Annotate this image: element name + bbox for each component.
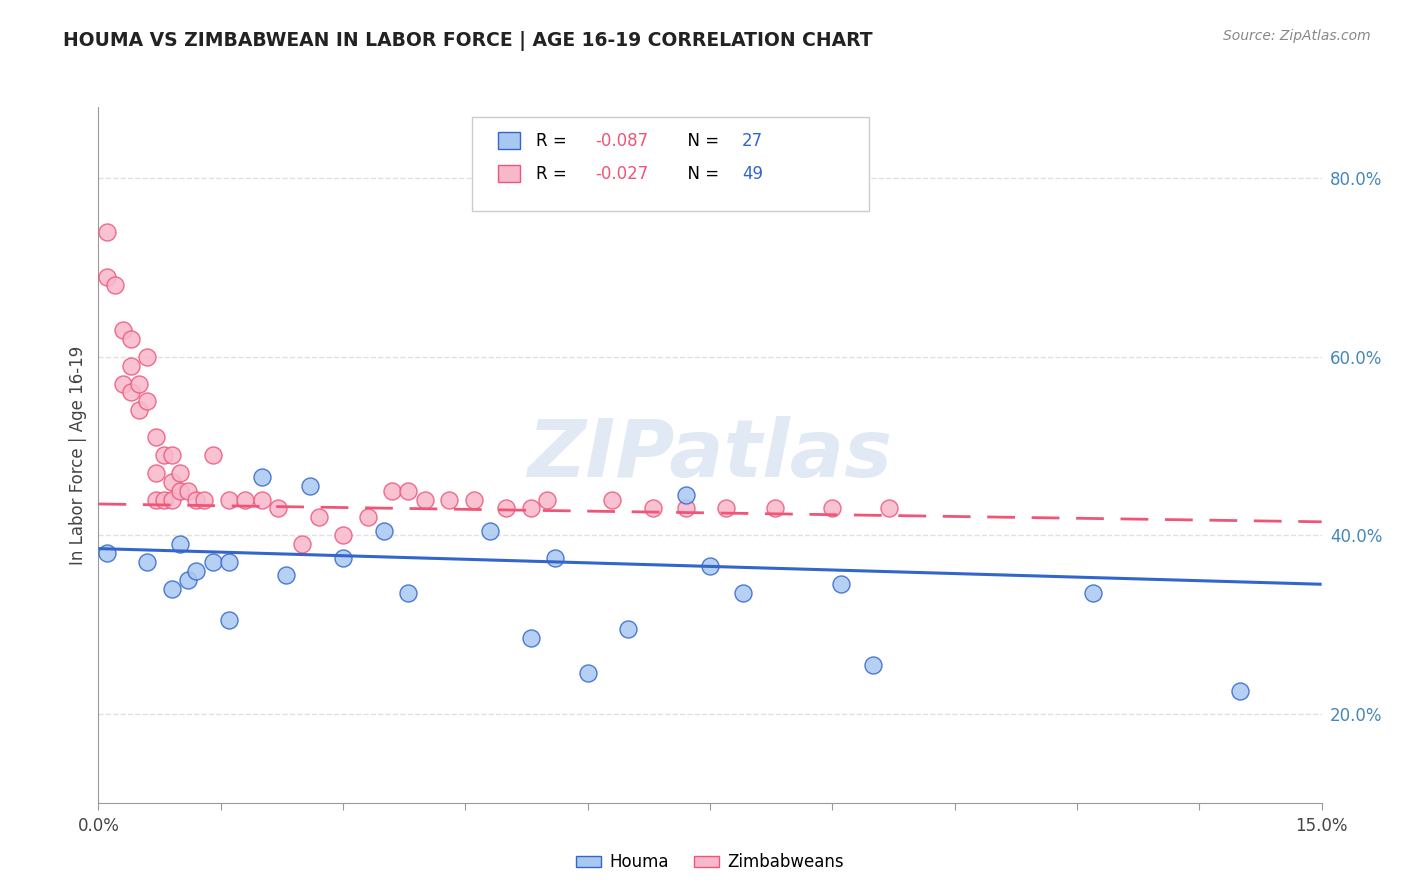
Point <box>830 577 852 591</box>
Point <box>128 376 150 391</box>
Point <box>201 448 224 462</box>
Point <box>291 537 314 551</box>
Point <box>731 586 754 600</box>
Text: N =: N = <box>678 165 724 183</box>
Point <box>250 470 273 484</box>
Point <box>576 666 599 681</box>
Point <box>821 501 844 516</box>
Text: Source: ZipAtlas.com: Source: ZipAtlas.com <box>1223 29 1371 43</box>
Point <box>519 631 541 645</box>
Point <box>763 501 786 516</box>
Point <box>299 479 322 493</box>
Point <box>879 501 901 516</box>
Point <box>396 586 419 600</box>
Point <box>111 376 134 391</box>
Point <box>274 568 297 582</box>
Point <box>641 501 664 516</box>
Point <box>396 483 419 498</box>
Point <box>186 492 208 507</box>
FancyBboxPatch shape <box>498 132 520 150</box>
Text: -0.027: -0.027 <box>595 165 648 183</box>
Point <box>201 555 224 569</box>
Point <box>120 385 142 400</box>
Point <box>536 492 558 507</box>
Point <box>186 564 208 578</box>
Point <box>267 501 290 516</box>
Point <box>160 492 183 507</box>
Point <box>218 555 240 569</box>
Point <box>478 524 501 538</box>
Point <box>136 350 159 364</box>
Point <box>675 488 697 502</box>
Point <box>233 492 256 507</box>
Text: ZIPatlas: ZIPatlas <box>527 416 893 494</box>
Point <box>218 492 240 507</box>
Point <box>1229 684 1251 698</box>
Point <box>177 573 200 587</box>
Point <box>120 332 142 346</box>
Point <box>160 582 183 596</box>
Point <box>463 492 485 507</box>
Point <box>250 492 273 507</box>
Point <box>699 559 721 574</box>
Point <box>145 430 167 444</box>
Text: 49: 49 <box>742 165 763 183</box>
Point <box>373 524 395 538</box>
Point <box>145 466 167 480</box>
Point <box>1083 586 1105 600</box>
Point <box>519 501 541 516</box>
Point <box>193 492 215 507</box>
Point <box>544 550 567 565</box>
Point <box>136 555 159 569</box>
Point <box>152 448 174 462</box>
Point <box>160 475 183 489</box>
Text: N =: N = <box>678 132 724 150</box>
Text: HOUMA VS ZIMBABWEAN IN LABOR FORCE | AGE 16-19 CORRELATION CHART: HOUMA VS ZIMBABWEAN IN LABOR FORCE | AGE… <box>63 31 873 51</box>
Point <box>356 510 378 524</box>
Legend: Houma, Zimbabweans: Houma, Zimbabweans <box>569 847 851 878</box>
Point <box>675 501 697 516</box>
Point <box>495 501 517 516</box>
Point <box>177 483 200 498</box>
Point <box>600 492 623 507</box>
Point <box>437 492 460 507</box>
Text: -0.087: -0.087 <box>595 132 648 150</box>
Point <box>413 492 436 507</box>
Point <box>332 550 354 565</box>
Point <box>104 278 127 293</box>
Point <box>145 492 167 507</box>
Y-axis label: In Labor Force | Age 16-19: In Labor Force | Age 16-19 <box>69 345 87 565</box>
FancyBboxPatch shape <box>498 165 520 182</box>
Point <box>111 323 134 337</box>
Point <box>136 394 159 409</box>
Point <box>120 359 142 373</box>
Point <box>381 483 404 498</box>
Text: R =: R = <box>536 132 572 150</box>
Point <box>160 448 183 462</box>
Point <box>128 403 150 417</box>
Point <box>169 537 191 551</box>
Point <box>716 501 738 516</box>
Point <box>96 225 118 239</box>
Point <box>332 528 354 542</box>
FancyBboxPatch shape <box>471 118 869 211</box>
Point <box>96 546 118 560</box>
Point <box>308 510 330 524</box>
Point <box>862 657 884 672</box>
Point <box>169 483 191 498</box>
Point <box>169 466 191 480</box>
Text: 27: 27 <box>742 132 763 150</box>
Point <box>218 613 240 627</box>
Point <box>617 622 640 636</box>
Point <box>152 492 174 507</box>
Text: R =: R = <box>536 165 572 183</box>
Point <box>96 269 118 284</box>
